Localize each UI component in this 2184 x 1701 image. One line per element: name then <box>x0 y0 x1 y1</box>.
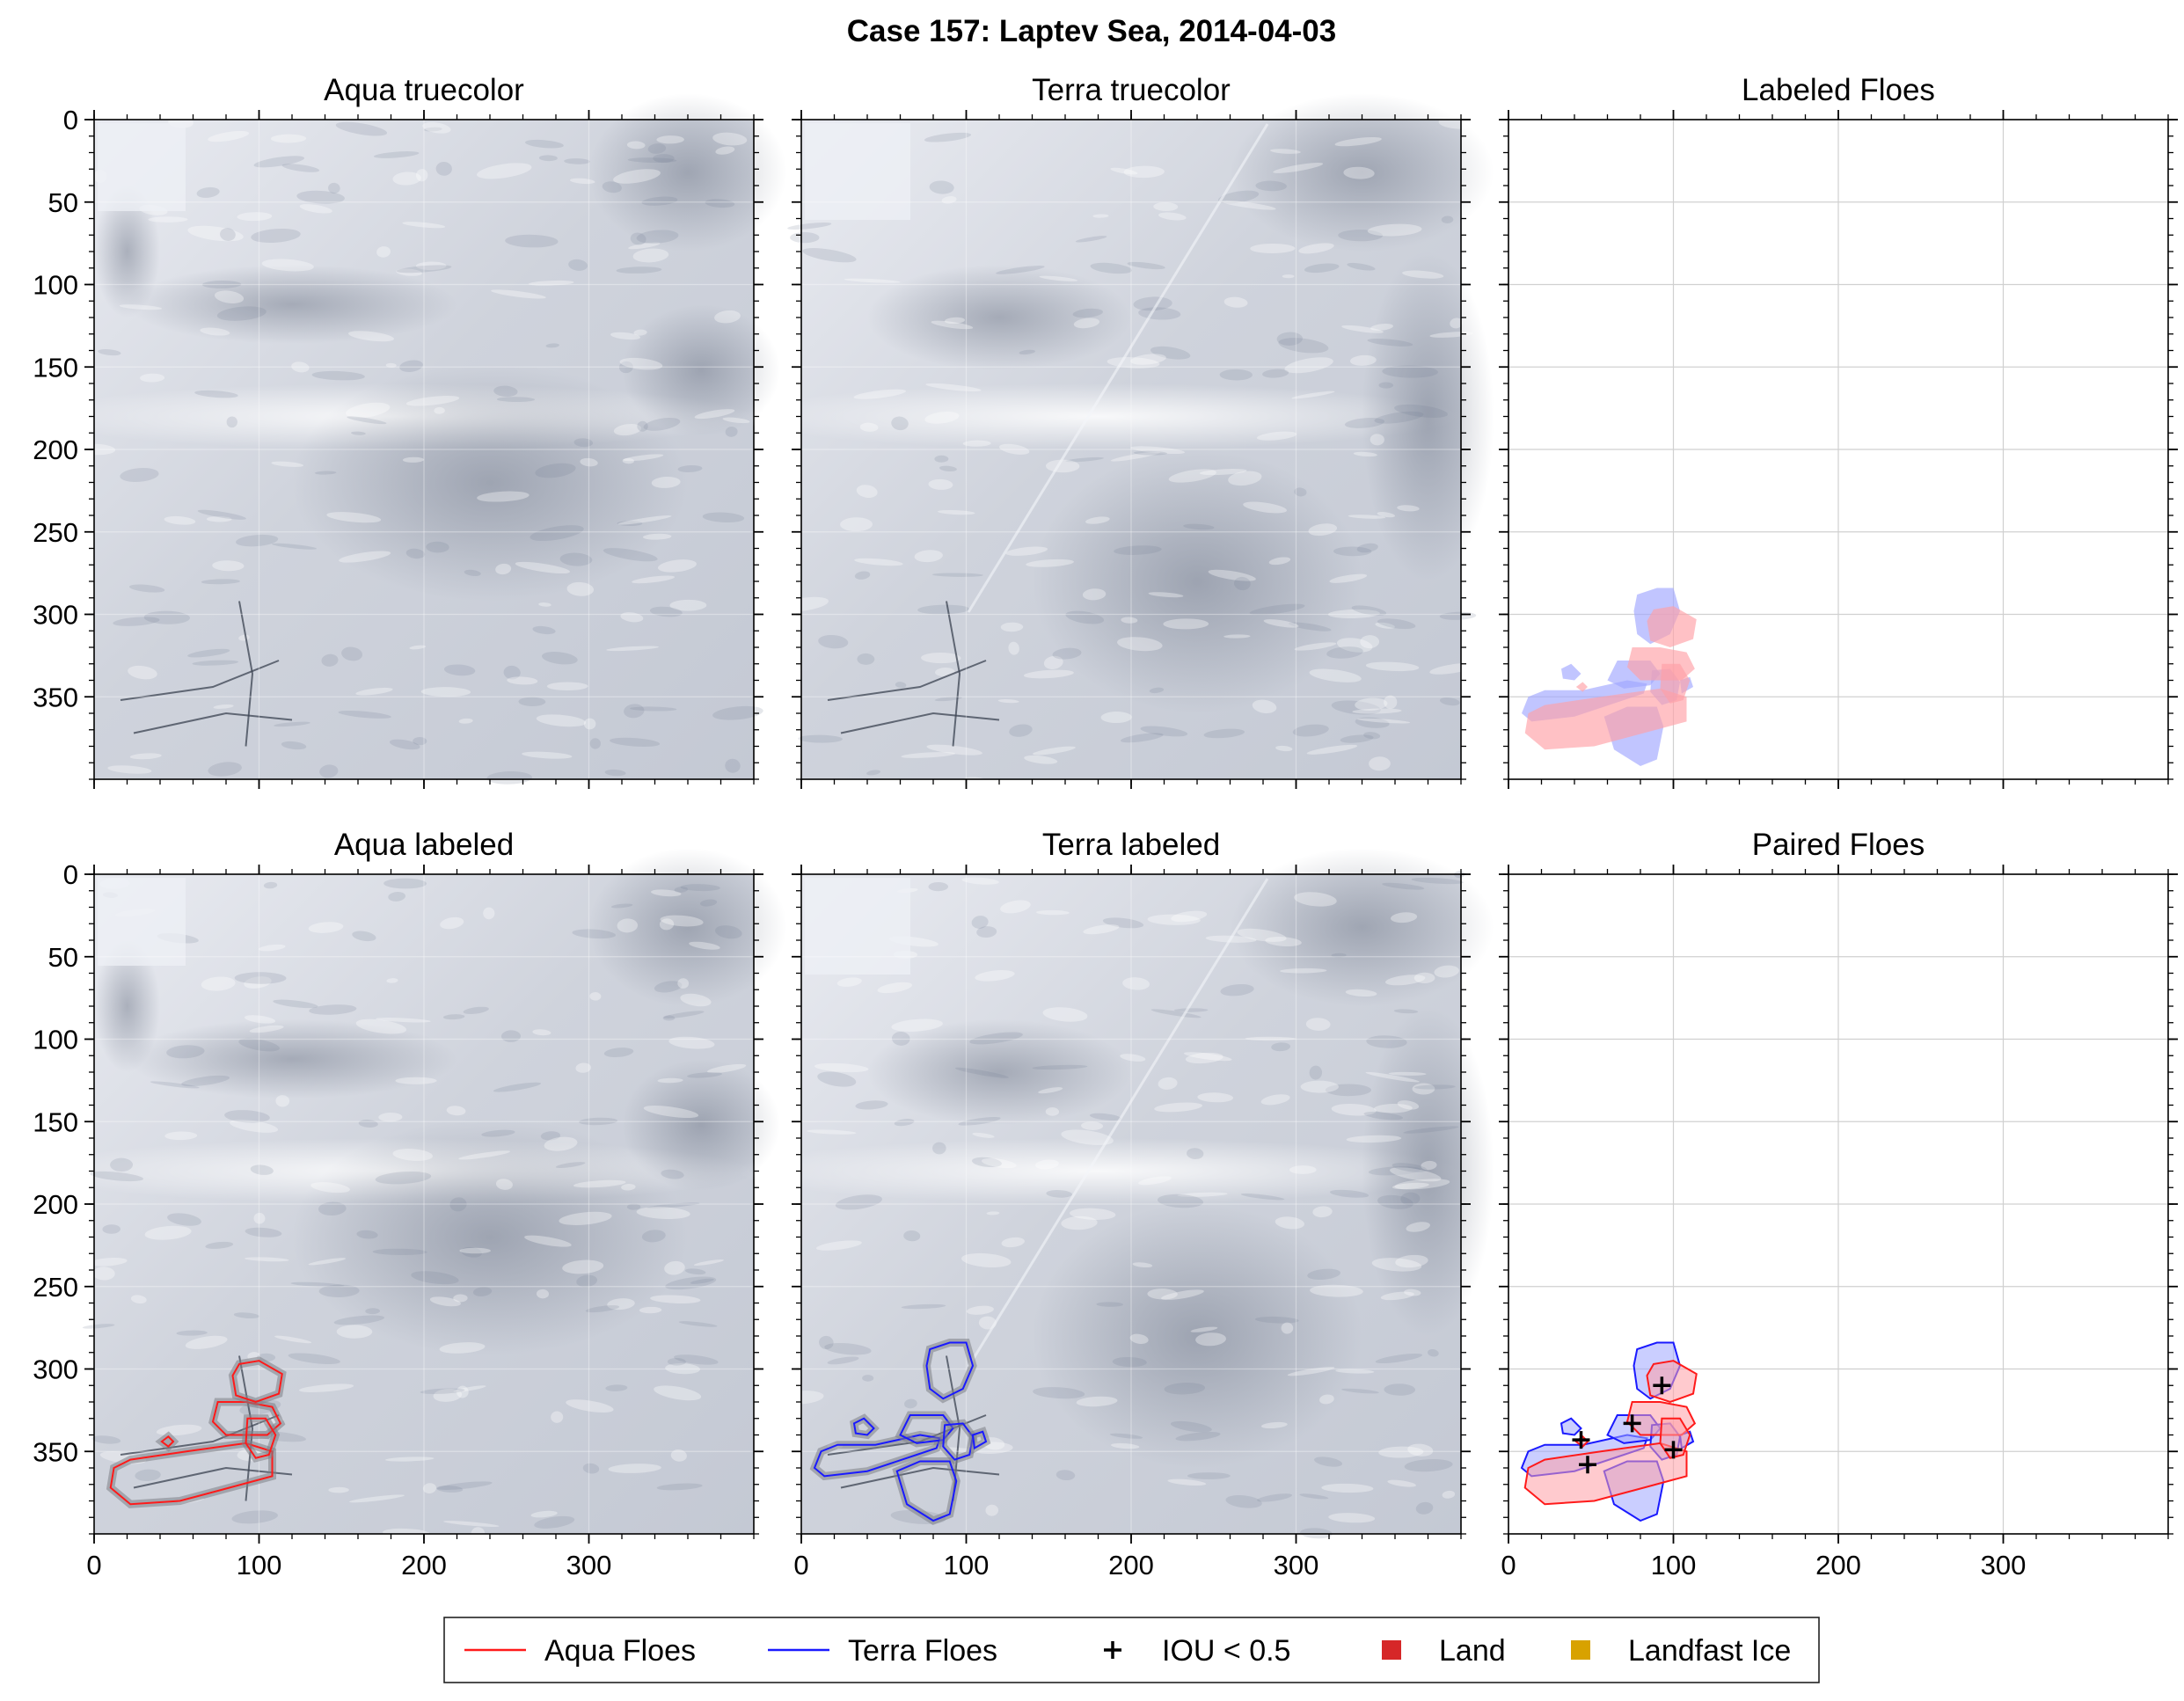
subplot-title: Paired Floes <box>1752 828 1925 862</box>
subplot-title: Terra truecolor <box>1032 73 1231 107</box>
x-tick-label: 0 <box>1501 1550 1516 1581</box>
iou-marker <box>1664 1441 1683 1459</box>
y-tick-label: 200 <box>33 1189 78 1220</box>
terra-floe-outline <box>852 1417 875 1436</box>
subplot-terra-truecolor: Terra truecolor <box>735 73 1494 789</box>
y-tick-label: 350 <box>33 1436 78 1467</box>
x-tick-label: 200 <box>1815 1550 1861 1581</box>
aqua-floe <box>1523 1442 1688 1506</box>
x-tick-label: 0 <box>86 1550 101 1581</box>
iou-marker <box>1653 1376 1671 1395</box>
x-tick-label: 100 <box>1651 1550 1697 1581</box>
x-tick-label: 200 <box>401 1550 447 1581</box>
subplot-labeled-floes: Labeled Floes <box>1499 73 2178 789</box>
y-tick-label: 100 <box>33 1025 78 1055</box>
y-tick-label: 50 <box>48 942 78 973</box>
legend-item: IOU < 0.5 <box>1104 1634 1290 1668</box>
terra-floe-outline <box>942 1422 975 1461</box>
legend-item: Aqua Floes <box>464 1634 696 1668</box>
x-tick-label: 0 <box>793 1550 808 1581</box>
x-tick-label: 100 <box>237 1550 282 1581</box>
aqua-floe-mask <box>1575 682 1588 692</box>
subplot-title: Labeled Floes <box>1742 73 1935 107</box>
y-tick-label: 0 <box>63 105 78 135</box>
iou-marker <box>1579 1456 1596 1474</box>
aqua-floe <box>1646 1360 1698 1404</box>
x-tick-label: 100 <box>944 1550 990 1581</box>
subplot-aqua-labeled: 0 50 100 150 200 250 300 350 0 100 200 300 Aqua labe… <box>28 828 787 1581</box>
legend-label: IOU < 0.5 <box>1162 1634 1290 1668</box>
terra-floe-outline <box>895 1460 958 1522</box>
y-tick-label: 150 <box>33 1106 78 1137</box>
x-tick-label: 300 <box>1981 1550 2027 1581</box>
y-tick-label: 50 <box>48 187 78 218</box>
subplot-aqua-truecolor: 0 50 100 150 200 250 300 350 Aqua truecolor <box>28 73 787 789</box>
subplot-terra-labeled: 0 100 200 300 Terra labeled <box>735 828 1494 1581</box>
x-tick-label: 300 <box>1274 1550 1319 1581</box>
aqua-floe <box>1659 1417 1691 1459</box>
legend-item: Land <box>1382 1634 1506 1668</box>
legend-item: Terra Floes <box>768 1634 997 1668</box>
legend-label: Land <box>1439 1634 1506 1668</box>
subplot-title: Aqua labeled <box>334 828 514 862</box>
legend-label: Landfast Ice <box>1628 1634 1791 1668</box>
legend-symbol <box>1382 1640 1401 1660</box>
y-tick-label: 300 <box>33 1354 78 1385</box>
iou-marker <box>1572 1431 1590 1449</box>
y-tick-label: 250 <box>33 517 78 548</box>
y-tick-label: 250 <box>33 1272 78 1303</box>
figure-title: Case 157: Laptev Sea, 2014-04-03 <box>847 14 1336 48</box>
y-tick-label: 350 <box>33 682 78 712</box>
y-tick-label: 300 <box>33 600 78 631</box>
aqua-floe-outline <box>109 1442 274 1506</box>
legend-symbol <box>1104 1641 1121 1659</box>
legend-symbol <box>1571 1640 1590 1660</box>
terra-floe-outline <box>925 1341 975 1400</box>
subplot-paired-floes: 0 100 200 300 Paired Floes <box>1499 828 2178 1581</box>
terra-floe-outline <box>971 1430 988 1450</box>
iou-marker <box>1623 1414 1641 1433</box>
aqua-floe-outline <box>231 1360 283 1404</box>
y-tick-label: 200 <box>33 434 78 465</box>
legend-label: Terra Floes <box>848 1634 997 1668</box>
terra-floe-mask <box>1561 663 1581 681</box>
legend-label: Aqua Floes <box>544 1634 696 1668</box>
aqua-floe-mask <box>1647 606 1697 647</box>
aqua-floe-mask <box>1524 688 1687 750</box>
subplot-grid: 0 50 100 150 200 250 300 350 Aqua truecolor Terra… <box>28 73 2178 1581</box>
x-tick-label: 200 <box>1108 1550 1154 1581</box>
subplot-title: Terra labeled <box>1042 828 1220 862</box>
aqua-floe-outline <box>245 1417 277 1459</box>
y-tick-label: 150 <box>33 352 78 383</box>
subplot-title: Aqua truecolor <box>324 73 524 107</box>
y-tick-label: 100 <box>33 270 78 301</box>
terra-floe <box>1559 1417 1582 1436</box>
legend-item: Landfast Ice <box>1571 1634 1791 1668</box>
x-tick-label: 300 <box>566 1550 612 1581</box>
aqua-floe-mask <box>1660 663 1691 704</box>
aqua-floe-outline <box>160 1435 175 1448</box>
terra-floe-outline <box>813 1434 941 1478</box>
legend: Aqua Floes Terra Floes IOU < 0.5 Land Landfa… <box>443 1617 1820 1683</box>
y-tick-label: 0 <box>63 859 78 890</box>
